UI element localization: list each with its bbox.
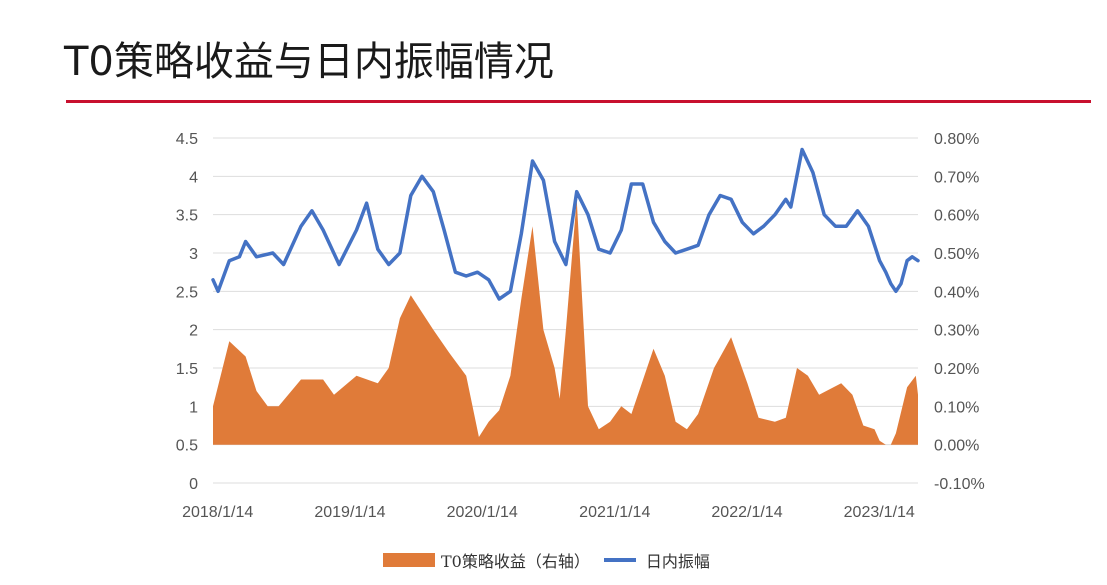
left-tick-label: 2 bbox=[189, 323, 198, 340]
area-series-path bbox=[213, 199, 918, 445]
title-underline bbox=[66, 100, 1091, 103]
x-tick-label: 2020/1/14 bbox=[447, 504, 518, 521]
left-tick-label: 3.5 bbox=[176, 208, 198, 225]
line-series-path bbox=[211, 147, 920, 301]
line-series bbox=[211, 147, 920, 301]
right-tick-label: 0.60% bbox=[934, 208, 979, 225]
right-tick-label: 0.10% bbox=[934, 399, 979, 416]
legend-line-swatch bbox=[603, 558, 636, 562]
left-tick-label: 4.5 bbox=[176, 131, 198, 148]
right-tick-label: 0.00% bbox=[934, 438, 979, 455]
right-tick-label: -0.10% bbox=[934, 476, 985, 493]
x-axis-ticks: 2018/1/14 2019/1/14 2020/1/14 2021/1/14 2022… bbox=[182, 504, 915, 521]
left-tick-label: 3 bbox=[189, 246, 198, 263]
right-tick-label: 0.50% bbox=[934, 246, 979, 263]
x-tick-label: 2022/1/14 bbox=[711, 504, 782, 521]
right-tick-label: 0.80% bbox=[934, 131, 979, 148]
x-tick-label: 2019/1/14 bbox=[314, 504, 385, 521]
left-tick-label: 1 bbox=[189, 399, 198, 416]
right-axis-ticks: -0.10% 0.00% 0.10% 0.20% 0.30% 0.40% 0.50% 0.60… bbox=[934, 131, 985, 493]
left-tick-label: 2.5 bbox=[176, 284, 198, 301]
x-tick-label: 2018/1/14 bbox=[182, 504, 253, 521]
right-tick-label: 0.70% bbox=[934, 169, 979, 186]
right-tick-label: 0.20% bbox=[934, 361, 979, 378]
legend: T0策略收益（右轴） 日内振幅 bbox=[383, 548, 710, 572]
right-tick-label: 0.30% bbox=[934, 323, 979, 340]
left-tick-label: 0.5 bbox=[176, 438, 198, 455]
x-tick-label: 2023/1/14 bbox=[844, 504, 915, 521]
left-tick-label: 4 bbox=[189, 169, 198, 186]
area-series bbox=[213, 199, 918, 445]
x-tick-label: 2021/1/14 bbox=[579, 504, 650, 521]
left-tick-label: 0 bbox=[189, 476, 198, 493]
left-axis-ticks: 0 0.5 1 1.5 2 2.5 3 3.5 4 4.5 bbox=[176, 131, 198, 493]
right-tick-label: 0.40% bbox=[934, 284, 979, 301]
page-title: T0策略收益与日内振幅情况 bbox=[64, 39, 554, 85]
legend-line-label: 日内振幅 bbox=[645, 552, 710, 571]
left-tick-label: 1.5 bbox=[176, 361, 198, 378]
legend-area-label: T0策略收益（右轴） bbox=[441, 552, 590, 571]
legend-area-swatch bbox=[383, 553, 435, 567]
